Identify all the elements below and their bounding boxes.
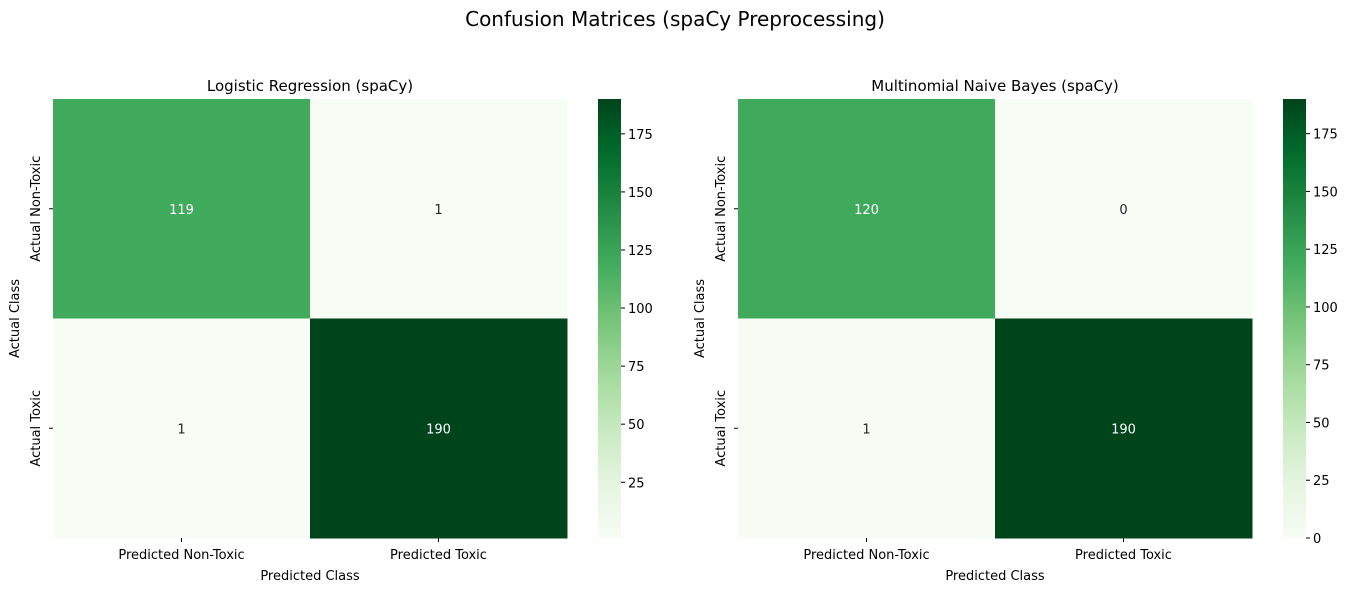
y-tick-label: Actual Toxic bbox=[29, 390, 44, 467]
heatmap-cell bbox=[995, 99, 1253, 319]
heatmap-cell bbox=[995, 318, 1253, 539]
x-tick-label: Predicted Non-Toxic bbox=[118, 548, 244, 563]
cell-value-label: 119 bbox=[169, 203, 194, 218]
cell-value-label: 1 bbox=[177, 422, 185, 437]
heatmap-panel-2: Multinomial Naive Bayes (spaCy) 120 0 1 190 P… bbox=[693, 77, 1338, 584]
colorbar-tick-label: 75 bbox=[1313, 359, 1330, 374]
panel-title: Multinomial Naive Bayes (spaCy) bbox=[871, 77, 1118, 95]
colorbar-tick-label: 50 bbox=[628, 418, 645, 433]
colorbar-tick-label: 175 bbox=[1313, 128, 1338, 143]
heatmap-cell bbox=[738, 99, 996, 319]
cell-value-label: 190 bbox=[426, 422, 451, 437]
y-tick-label: Actual Toxic bbox=[714, 390, 729, 467]
heatmap-cell bbox=[310, 99, 568, 319]
y-tick-label: Actual Non-Toxic bbox=[714, 156, 729, 262]
colorbar bbox=[1283, 99, 1306, 538]
cell-value-label: 120 bbox=[854, 203, 879, 218]
cell-value-label: 0 bbox=[1119, 203, 1127, 218]
colorbar-tick-label: 125 bbox=[628, 244, 653, 259]
y-tick-label: Actual Non-Toxic bbox=[29, 156, 44, 262]
colorbar-tick-label: 25 bbox=[628, 476, 645, 491]
heatmap-cell bbox=[53, 99, 311, 319]
x-tick-label: Predicted Toxic bbox=[390, 548, 487, 563]
colorbar-tick-label: 175 bbox=[628, 128, 653, 143]
cell-value-label: 1 bbox=[862, 422, 870, 437]
colorbar-tick-label: 100 bbox=[628, 302, 653, 317]
cell-value-label: 190 bbox=[1111, 422, 1136, 437]
figure-title: Confusion Matrices (spaCy Preprocessing) bbox=[465, 7, 885, 31]
colorbar-tick-label: 75 bbox=[628, 360, 645, 375]
colorbar-tick-label: 150 bbox=[628, 186, 653, 201]
panel-title: Logistic Regression (spaCy) bbox=[207, 77, 413, 95]
y-axis-label: Actual Class bbox=[8, 279, 23, 358]
colorbar bbox=[598, 99, 621, 538]
colorbar-tick-label: 100 bbox=[1313, 301, 1338, 316]
colorbar-tick-label: 50 bbox=[1313, 416, 1330, 431]
colorbar-tick-label: 25 bbox=[1313, 474, 1330, 489]
heatmap-panel-1: Logistic Regression (spaCy) 119 1 1 190 Predi… bbox=[8, 77, 653, 584]
x-axis-label: Predicted Class bbox=[260, 569, 360, 584]
colorbar-tick-label: 150 bbox=[1313, 185, 1338, 200]
heatmap-cell bbox=[53, 318, 311, 539]
x-tick-label: Predicted Toxic bbox=[1075, 548, 1172, 563]
cell-value-label: 1 bbox=[434, 203, 442, 218]
colorbar-tick-label: 0 bbox=[1313, 532, 1321, 547]
x-tick-label: Predicted Non-Toxic bbox=[803, 548, 929, 563]
x-axis-label: Predicted Class bbox=[945, 569, 1045, 584]
colorbar-tick-label: 125 bbox=[1313, 243, 1338, 258]
heatmap-cell bbox=[738, 318, 996, 539]
y-axis-label: Actual Class bbox=[693, 279, 708, 358]
heatmap-cell bbox=[310, 318, 568, 539]
